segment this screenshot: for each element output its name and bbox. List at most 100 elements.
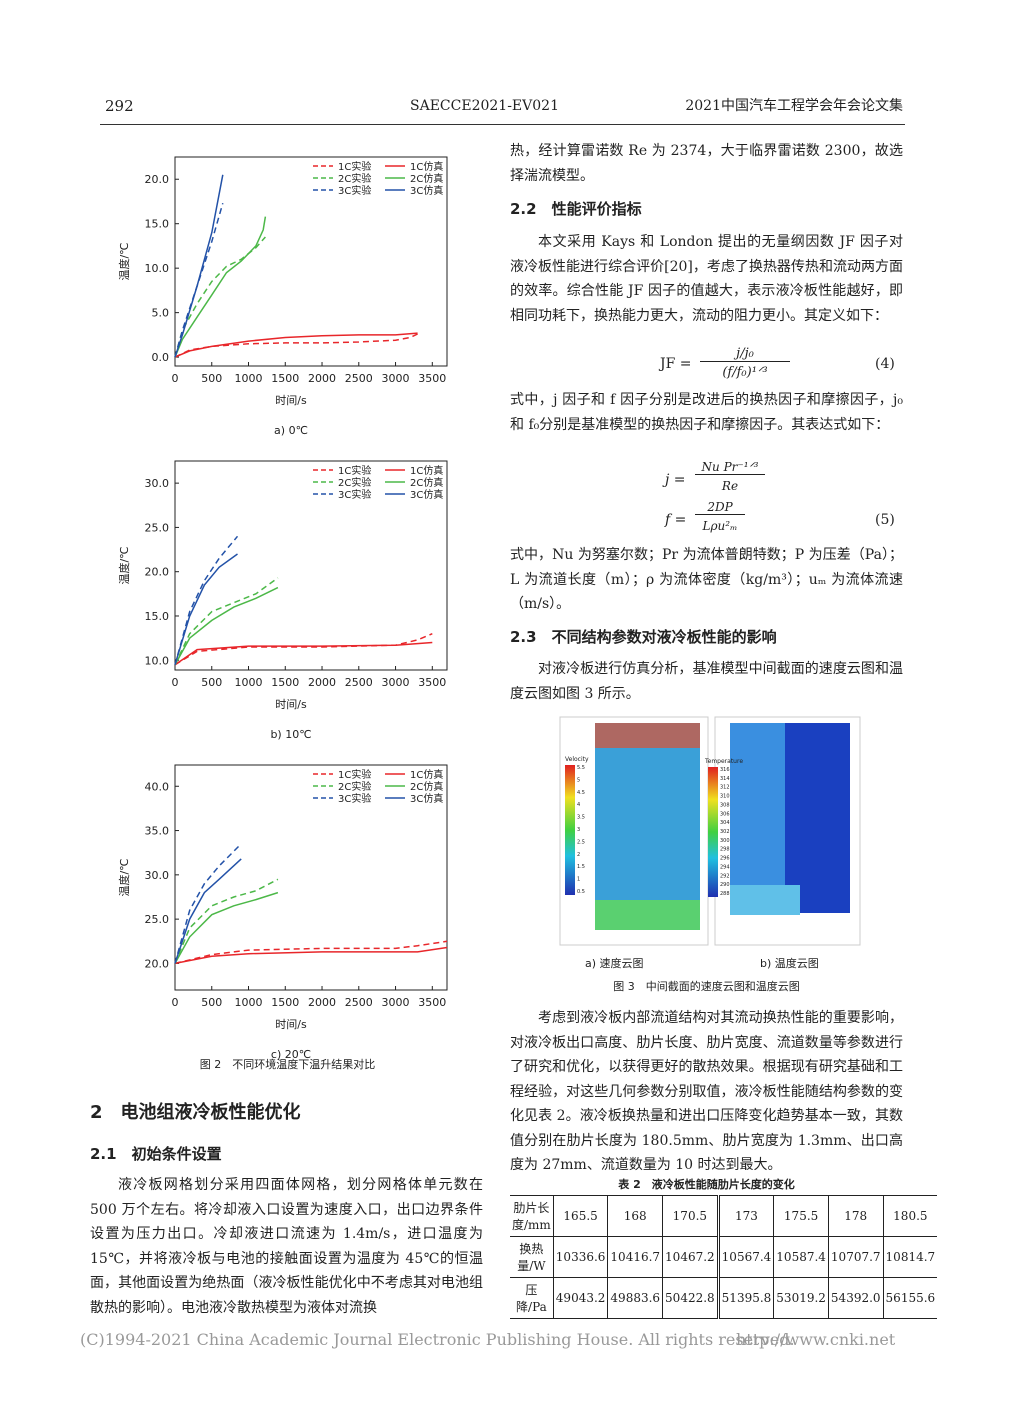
table: 肋片长度/mm 165.5 168 170.5 173 175.5 178 180.5 换热量/… — [510, 1195, 938, 1319]
legend-label: 3C仿真 — [410, 488, 443, 501]
colorbar-tick: 4 — [577, 802, 580, 808]
colorbar-tick: 312 — [720, 785, 730, 791]
x-tick-label: 1000 — [235, 372, 263, 385]
y-tick-label: 10.0 — [145, 262, 170, 275]
table-cell: 180.5 — [882, 1195, 938, 1237]
x-tick-label: 3500 — [418, 676, 446, 689]
y-tick-label: 20.0 — [145, 173, 170, 186]
equation-denominator: (f/f₀)¹ᐟ³ — [722, 365, 768, 380]
equation-number: (5) — [875, 512, 895, 528]
legend-label: 1C实验 — [338, 464, 371, 477]
equation-numerator: Nu Pr⁻¹ᐟ³ — [695, 460, 765, 475]
table-cell: 10336.6 — [552, 1236, 608, 1278]
x-tick-label: 500 — [201, 676, 222, 689]
x-tick-label: 2500 — [345, 676, 373, 689]
colorbar-tick: 3 — [577, 827, 580, 833]
colorbar-tick: 300 — [720, 838, 730, 844]
table-cell: 168 — [607, 1195, 663, 1237]
table-row: 压降/Pa 49043.2 49883.6 50422.8 51395.8 53019.2… — [510, 1277, 938, 1319]
data-line — [174, 843, 242, 964]
x-tick-label: 2000 — [308, 372, 336, 385]
x-tick-label: 3000 — [382, 372, 410, 385]
velocity-colorbar — [565, 765, 575, 895]
equation-lhs: f = — [665, 512, 687, 528]
table-row: 肋片长度/mm 165.5 168 170.5 173 175.5 178 180.5 — [510, 1195, 938, 1237]
x-tick-label: 3000 — [382, 676, 410, 689]
colorbar-tick: 292 — [720, 873, 730, 879]
equation: JF = j/j₀ (f/f₀)¹ᐟ³ (4) — [510, 346, 903, 386]
legend-label: 2C实验 — [338, 780, 371, 793]
data-line — [174, 946, 448, 965]
y-axis-label: 温度/℃ — [117, 858, 131, 896]
y-tick-label: 15.0 — [145, 610, 170, 623]
x-tick-label: 0 — [172, 996, 179, 1009]
colorbar-title: Velocity — [565, 756, 589, 763]
legend-label: 1C仿真 — [410, 464, 443, 477]
subsection-heading: 2.3 不同结构参数对液冷板性能的影响 — [510, 628, 777, 646]
colorbar-tick: 314 — [720, 776, 730, 782]
paragraph: 考虑到液冷板内部流道结构对其流动换热性能的重要影响，对液冷板出口高度、肋片长度、… — [510, 1010, 903, 1173]
table-cell: 10587.4 — [773, 1236, 829, 1278]
table-cell: 49043.2 — [552, 1277, 608, 1319]
x-tick-label: 500 — [201, 996, 222, 1009]
table-cell: 51395.8 — [716, 1277, 774, 1319]
figure-caption: 图 2 不同环境温度下温升结果对比 — [199, 1058, 376, 1071]
legend-label: 2C仿真 — [410, 476, 443, 489]
colorbar-tick: 3.5 — [577, 815, 585, 821]
x-tick-label: 0 — [172, 676, 179, 689]
subsection-heading: 2.2 性能评价指标 — [510, 200, 642, 218]
y-tick-label: 30.0 — [145, 477, 170, 490]
table-cell: 10814.7 — [882, 1236, 938, 1278]
x-tick-label: 3000 — [382, 996, 410, 1009]
plot-frame — [174, 764, 448, 991]
equation-numerator: j/j₀ — [700, 346, 790, 362]
colorbar-tick: 310 — [720, 794, 730, 800]
data-line — [174, 878, 279, 964]
x-tick-label: 3500 — [418, 372, 446, 385]
x-tick-label: 2500 — [345, 372, 373, 385]
subfigure-label: b) 温度云图 — [760, 957, 819, 970]
paragraph: 式中，Nu 为努塞尔数；Pr 为流体普朗特数；P 为压差（Pa）；L 为流道长度… — [510, 547, 903, 612]
plot-frame — [174, 156, 448, 367]
header-rule — [100, 124, 905, 125]
table-cell: 173 — [716, 1195, 774, 1237]
figure-caption: 图 3 中间截面的速度云图和温度云图 — [613, 980, 800, 993]
x-tick-label: 1000 — [235, 676, 263, 689]
equation-numerator: 2DP — [695, 500, 745, 515]
legend-label: 2C仿真 — [410, 172, 443, 185]
legend-label: 2C仿真 — [410, 780, 443, 793]
subfigure-label: a) 速度云图 — [585, 957, 644, 970]
legend-label: 1C实验 — [338, 160, 371, 173]
paragraph: 本文采用 Kays 和 London 提出的无量纲因数 JF 因子对液冷板性能进… — [510, 234, 903, 324]
colorbar-tick: 294 — [720, 864, 730, 870]
colorbar-tick: 1 — [577, 877, 580, 883]
table-cell: 54392.0 — [827, 1277, 884, 1319]
colorbar-title: Temperature — [704, 758, 743, 765]
section-heading: 2 电池组液冷板性能优化 — [90, 1102, 301, 1123]
table-title: 表 2 液冷板性能随肋片长度的变化 — [618, 1178, 795, 1191]
velocity-bottom — [595, 900, 700, 930]
x-axis-label: 时间/s — [275, 1018, 307, 1031]
y-tick-label: 5.0 — [152, 307, 170, 320]
table-cell: 50422.8 — [662, 1277, 719, 1319]
table-cell: 165.5 — [552, 1195, 608, 1237]
copyright: (C)1994-2021 China Academic Journal Elec… — [80, 1330, 795, 1349]
data-line — [174, 586, 279, 666]
table-cell: 10467.2 — [662, 1236, 719, 1278]
data-line — [174, 633, 433, 666]
x-tick-label: 2500 — [345, 996, 373, 1009]
data-line — [174, 174, 224, 358]
equation: j = Nu Pr⁻¹ᐟ³ Re f = 2DP Lρu²ₘ (5) — [510, 458, 903, 538]
equation-number: (4) — [875, 356, 895, 372]
x-tick-label: 1500 — [271, 676, 299, 689]
table-cell: 换热量/W — [517, 1242, 546, 1273]
y-tick-label: 0.0 — [152, 351, 170, 364]
chart-caption: a) 0℃ — [274, 424, 308, 437]
paragraph: 热，经计算雷诺数 Re 为 2374，大于临界雷诺数 2300，故选择湍流模型。 — [510, 143, 903, 184]
data-line — [174, 553, 238, 665]
equation-lhs: JF = — [660, 356, 692, 372]
table-cell: 10707.7 — [827, 1236, 884, 1278]
colorbar-tick: 296 — [720, 856, 730, 862]
colorbar-tick: 1.5 — [577, 864, 585, 870]
y-tick-label: 30.0 — [145, 869, 170, 882]
